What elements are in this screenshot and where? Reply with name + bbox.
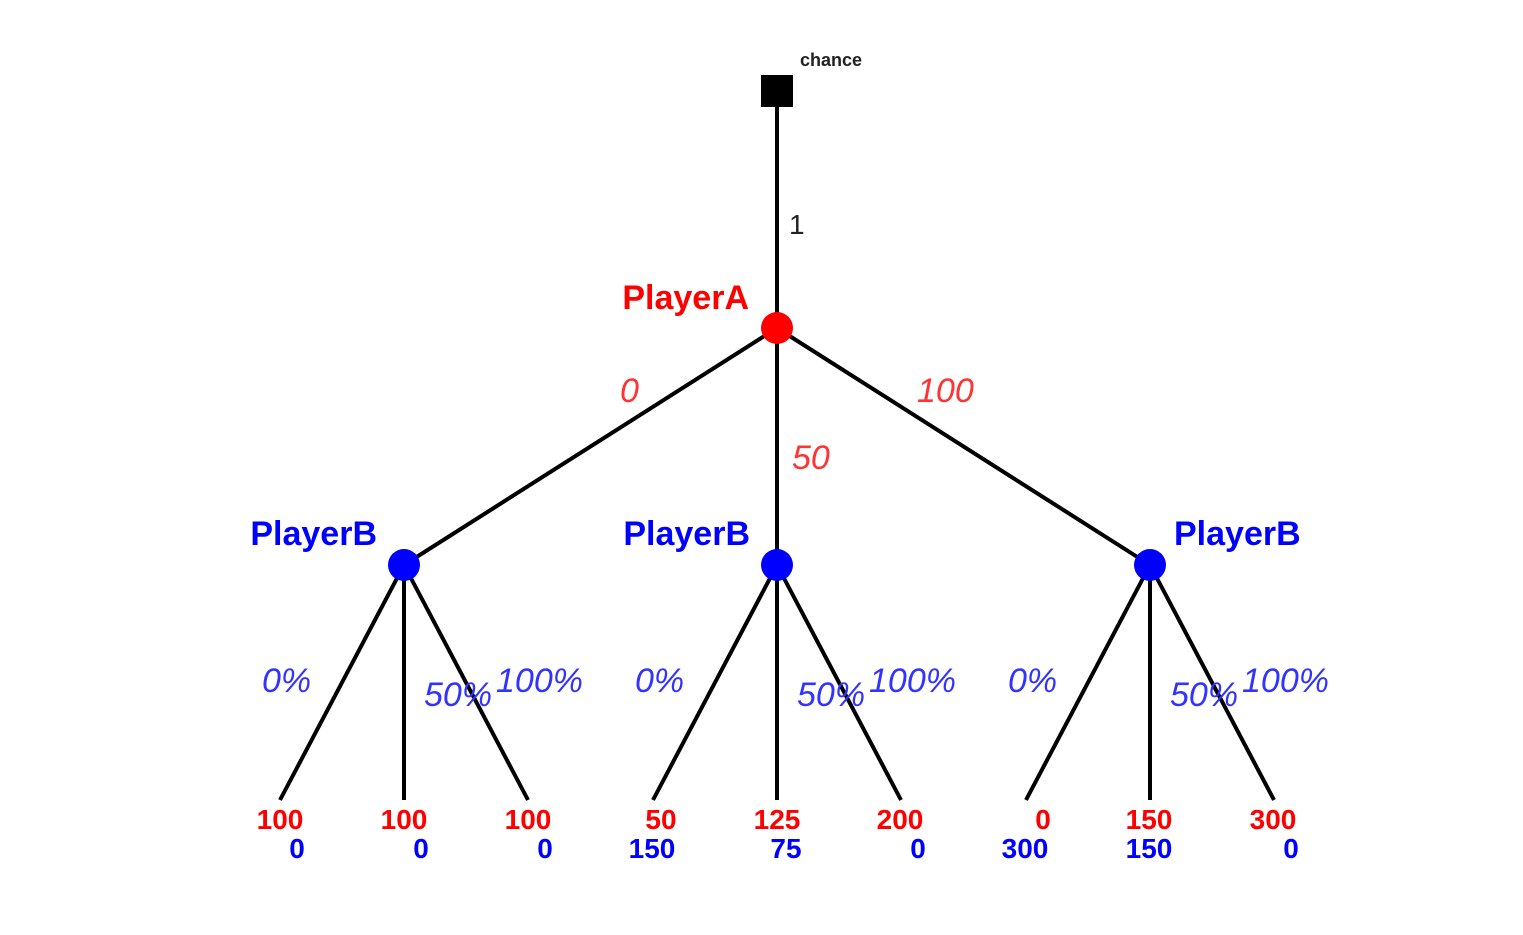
payoff-b-8: 150 [1126, 833, 1173, 864]
payoff-leaf-6: 200 0 [877, 804, 926, 864]
edge-playerB1-action-0 [278, 564, 406, 801]
payoff-b-3: 0 [537, 833, 553, 864]
payoff-leaf-8: 150 150 [1126, 804, 1173, 864]
playerA-action-label-100: 100 [917, 372, 974, 410]
payoff-b-4: 150 [629, 833, 676, 864]
payoff-b-2: 0 [413, 833, 429, 864]
payoff-a-9: 300 [1250, 804, 1297, 835]
payoff-leaf-1: 100 0 [257, 804, 305, 864]
playerB-node-1 [388, 549, 420, 581]
payoff-leaf-3: 100 0 [505, 804, 553, 864]
playerB2-action-label-100: 100% [869, 662, 956, 700]
playerB-label-3: PlayerB [1174, 515, 1301, 553]
edge-playerB1-action-100 [402, 564, 530, 801]
playerB-label-1: PlayerB [250, 515, 377, 553]
playerB3-action-label-100: 100% [1242, 662, 1329, 700]
payoff-a-3: 100 [505, 804, 552, 835]
playerA-label: PlayerA [622, 279, 749, 317]
playerB1-action-label-100: 100% [496, 662, 583, 700]
payoff-b-7: 300 [1002, 833, 1049, 864]
payoff-a-7: 0 [1035, 804, 1051, 835]
playerB3-action-label-50: 50% [1170, 676, 1238, 714]
playerB2-action-label-50: 50% [797, 676, 865, 714]
edge-playerB3-action-100 [1148, 564, 1276, 801]
playerB-node-3 [1134, 549, 1166, 581]
payoff-leaf-2: 100 0 [381, 804, 429, 864]
payoff-b-5: 75 [770, 833, 801, 864]
payoff-a-5: 125 [754, 804, 801, 835]
edge-playerA-action-0 [402, 326, 779, 567]
edge-playerB3-action-0 [1024, 564, 1152, 801]
payoff-b-6: 0 [910, 833, 926, 864]
playerB1-action-label-50: 50% [424, 676, 492, 714]
payoff-a-6: 200 [877, 804, 924, 835]
tree-edges [278, 100, 1276, 801]
payoff-leaf-4: 50 150 [629, 804, 677, 864]
payoff-a-2: 100 [381, 804, 428, 835]
payoff-a-1: 100 [257, 804, 304, 835]
edge-playerA-action-100 [775, 326, 1152, 567]
playerB2-action-label-0: 0% [635, 662, 684, 700]
playerA-action-label-50: 50 [792, 439, 830, 477]
payoff-b-1: 0 [289, 833, 305, 864]
playerA-action-label-0: 0 [620, 372, 639, 410]
payoff-a-8: 150 [1126, 804, 1173, 835]
playerB1-action-label-0: 0% [262, 662, 311, 700]
playerB-label-2: PlayerB [623, 515, 750, 553]
edge-playerB2-action-0 [651, 564, 779, 801]
chance-branch-probability: 1 [789, 209, 805, 240]
playerA-node [761, 312, 793, 344]
chance-label: chance [800, 50, 862, 70]
edge-playerB2-action-100 [775, 564, 903, 801]
chance-node [761, 75, 793, 107]
payoff-a-4: 50 [645, 804, 676, 835]
payoff-leaf-7: 0 300 [1002, 804, 1051, 864]
playerB3-action-label-0: 0% [1008, 662, 1057, 700]
payoff-b-9: 0 [1283, 833, 1299, 864]
payoff-leaf-5: 125 75 [754, 804, 802, 864]
playerB-node-2 [761, 549, 793, 581]
payoff-leaf-9: 300 0 [1250, 804, 1299, 864]
